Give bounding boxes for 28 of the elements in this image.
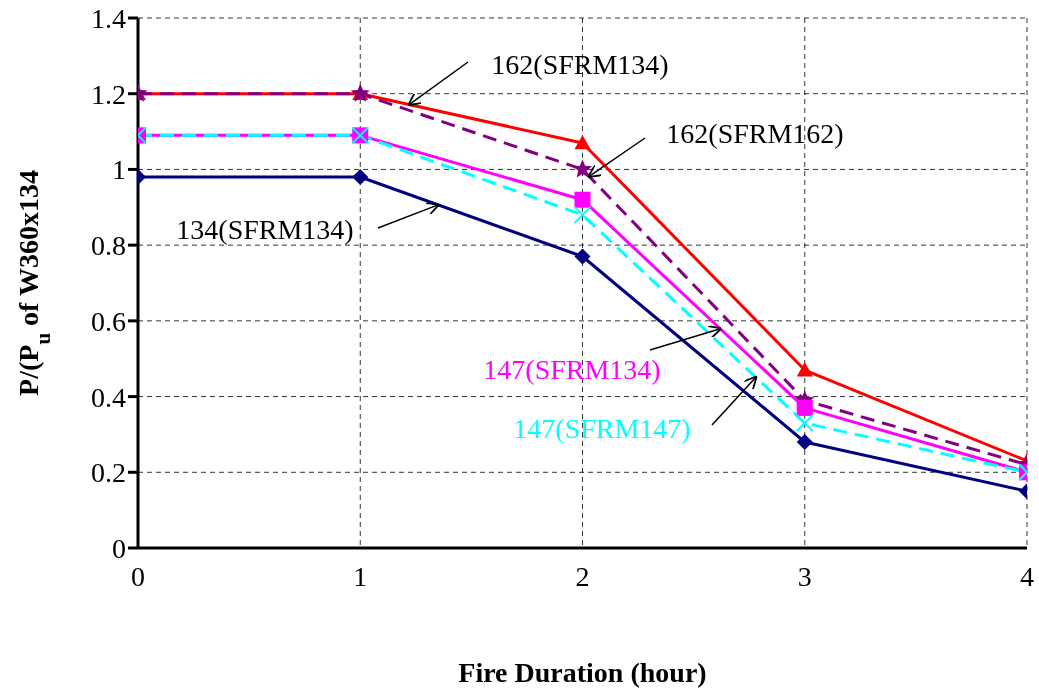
text: 147(SFRM147): [513, 413, 691, 445]
text: 147(SFRM134): [483, 354, 661, 386]
y-tick-label: 1.2: [91, 78, 126, 110]
x-tick-label: 1: [353, 560, 368, 592]
point: [574, 248, 591, 265]
series-label: 134(SFRM134): [176, 214, 354, 246]
x-tick-label: 4: [1020, 560, 1034, 592]
y-tick-label: 0: [112, 532, 126, 564]
y-tick-label: 0.4: [91, 381, 126, 413]
point: [574, 191, 591, 208]
text: 162(SFRM162): [666, 118, 844, 150]
point: [572, 159, 593, 178]
y-tick-label: 0.6: [91, 305, 126, 337]
point: [796, 362, 813, 377]
x-axis-title: Fire Duration (hour): [458, 657, 707, 688]
point: [796, 399, 813, 416]
point: [574, 134, 591, 150]
series-label: 162(SFRM134): [491, 49, 669, 81]
point: [796, 434, 813, 450]
y-tick-label: 0.8: [91, 230, 126, 262]
y-tick-label: 1.4: [91, 2, 126, 34]
x-tick-label: 3: [797, 560, 812, 592]
x-tick-label: 2: [575, 560, 590, 592]
point: [352, 169, 369, 185]
point: [795, 414, 814, 433]
point: [573, 205, 592, 224]
y-tick-label: 0.2: [91, 457, 126, 489]
y-tick-label: 1: [112, 154, 126, 186]
